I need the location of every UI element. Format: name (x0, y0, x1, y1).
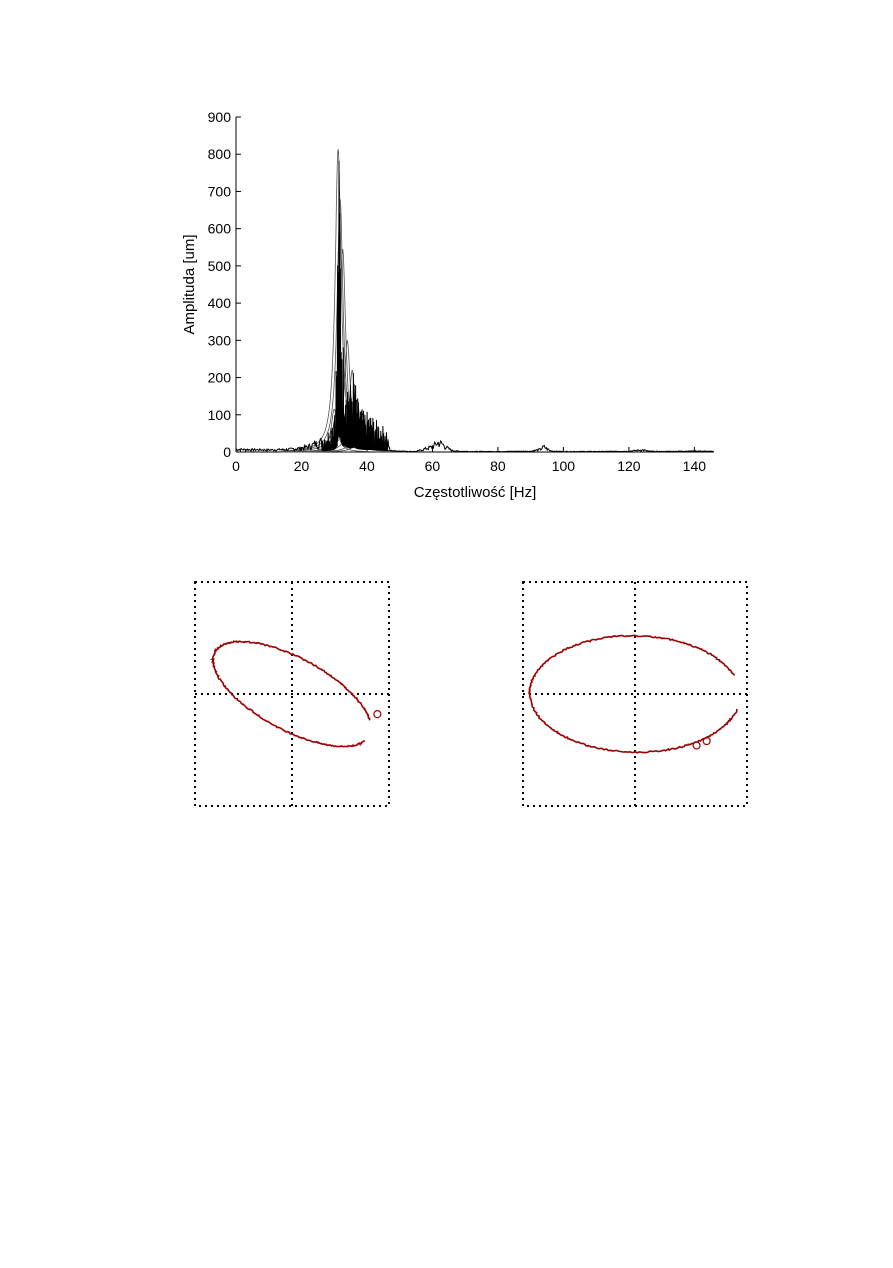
x-tick-label: 40 (359, 458, 375, 474)
y-tick-label: 500 (208, 258, 232, 274)
y-tick-label: 0 (223, 444, 231, 460)
x-axis-label: Częstotliwość [Hz] (414, 484, 537, 501)
orbit-plot-right (522, 581, 748, 807)
y-tick-label: 800 (208, 146, 232, 162)
x-tick-label: 60 (425, 458, 441, 474)
orbit-marker (702, 736, 711, 746)
spectrum-axes: 0 100 200 300 400 500 600 700 800 900 0 20 40 60 80 100… (208, 109, 714, 474)
orbit-trace (209, 640, 371, 748)
y-tick-label: 300 (208, 332, 232, 348)
orbit-trace (528, 634, 738, 754)
x-tick-label: 20 (294, 458, 310, 474)
orbit-frame (522, 581, 748, 807)
y-tick-label: 700 (208, 183, 232, 199)
x-tick-label: 0 (232, 458, 240, 474)
y-tick-label: 100 (208, 407, 232, 423)
y-tick-label: 900 (208, 109, 232, 125)
resonance-curve (281, 408, 407, 453)
y-axis-label: Amplituda [um] (181, 234, 198, 334)
resonance-curve (281, 412, 407, 453)
orbit-marker (692, 741, 701, 750)
x-tick-label: 80 (490, 458, 506, 474)
y-tick-label: 200 (208, 370, 232, 386)
x-tick-label: 120 (617, 458, 641, 474)
orbit-marker (373, 710, 382, 719)
y-tick-label: 400 (208, 295, 232, 311)
spectrum-series-line (235, 160, 714, 453)
spectrum-chart: 0 100 200 300 400 500 600 700 800 900 0 20 40 60 80 100… (181, 109, 714, 501)
x-tick-label: 140 (683, 458, 707, 474)
x-tick-label: 100 (552, 458, 576, 474)
orbit-plot-left (194, 581, 390, 807)
y-tick-label: 600 (208, 221, 232, 237)
